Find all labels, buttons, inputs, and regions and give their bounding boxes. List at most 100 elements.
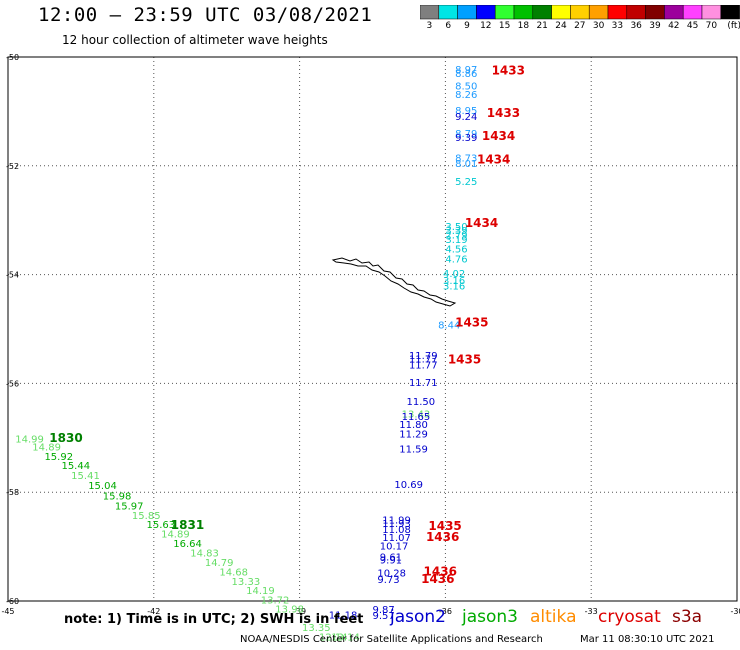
y-tick-label: -50 bbox=[6, 53, 19, 62]
wave-height-point: 3.19 bbox=[445, 235, 467, 246]
south-georgia-coastline bbox=[331, 257, 457, 307]
wave-height-point: 8.50 bbox=[455, 81, 477, 92]
wave-height-point: 11.71 bbox=[409, 378, 438, 389]
x-tick-label: -33 bbox=[585, 607, 598, 616]
wave-height-point: 16.64 bbox=[173, 539, 202, 550]
wave-height-point: 8.26 bbox=[455, 90, 477, 101]
wave-height-point: 8.97 bbox=[455, 65, 477, 76]
scale-label: 27 bbox=[574, 21, 586, 31]
wave-height-point: 3.39 bbox=[445, 226, 467, 237]
coastline-path bbox=[331, 257, 457, 307]
wave-height-point: 10.28 bbox=[377, 569, 406, 580]
wave-height-point: 3.16 bbox=[443, 281, 465, 292]
wave-height-point: 12.14 bbox=[319, 632, 348, 643]
wave-height-point: 15.04 bbox=[88, 481, 117, 492]
wave-height-point: 10.69 bbox=[394, 480, 423, 491]
y-tick-label: -52 bbox=[6, 162, 19, 171]
wave-height-point: 11.18 bbox=[329, 611, 358, 622]
wave-height-point: 13.35 bbox=[302, 623, 331, 634]
scale-label: 36 bbox=[630, 21, 642, 31]
scale-label: 42 bbox=[668, 21, 680, 31]
wave-height-point: 11.59 bbox=[399, 445, 428, 456]
y-tick-label: -56 bbox=[6, 379, 19, 388]
scale-label: 24 bbox=[555, 21, 567, 31]
time-label: 1831 bbox=[171, 518, 204, 532]
x-tick-label: -45 bbox=[1, 607, 14, 616]
wave-height-point: 3.16 bbox=[443, 276, 465, 287]
wave-height-point: 11.77 bbox=[409, 354, 438, 365]
scale-label: 39 bbox=[649, 21, 661, 31]
wave-height-point: 9.39 bbox=[455, 133, 477, 144]
wave-height-point: 15.85 bbox=[132, 511, 161, 522]
time-label: 1435 bbox=[455, 315, 488, 329]
credit-text: NOAA/NESDIS Center for Satellite Applica… bbox=[240, 634, 543, 645]
color-scale bbox=[420, 5, 740, 20]
wave-height-point: 11.93 bbox=[382, 519, 411, 530]
wave-height-point: 13.14 bbox=[331, 632, 360, 643]
wave-height-point: 11.65 bbox=[402, 412, 431, 423]
wave-height-point: 15.97 bbox=[115, 501, 144, 512]
wave-height-point: 8.79 bbox=[455, 129, 477, 140]
wave-height-point: 11.50 bbox=[407, 397, 436, 408]
y-tick-label: -54 bbox=[6, 271, 19, 280]
time-label: 1434 bbox=[477, 152, 510, 166]
credit-timestamp: Mar 11 08:30:10 UTC 2021 bbox=[580, 634, 715, 645]
wave-height-point: 14.83 bbox=[190, 549, 219, 560]
wave-height-point: 8.73 bbox=[455, 154, 477, 165]
scale-label: 9 bbox=[464, 21, 470, 31]
scale-label: 30 bbox=[592, 21, 605, 31]
wave-height-point: 9.91 bbox=[380, 556, 402, 567]
scale-label: 3 bbox=[426, 21, 433, 31]
wave-height-point: 14.79 bbox=[205, 558, 234, 569]
legend-item-jason3: jason3 bbox=[462, 607, 518, 627]
wave-height-point: 9.57 bbox=[373, 611, 395, 622]
wave-height-point: 15.92 bbox=[44, 452, 73, 463]
wave-height-point: 15.63 bbox=[147, 520, 176, 531]
scale-label: 15 bbox=[498, 21, 511, 31]
wave-height-point: 13.72 bbox=[261, 595, 290, 606]
wave-height-point: 14.89 bbox=[32, 443, 61, 454]
legend-item-cryosat: cryosat bbox=[598, 607, 661, 627]
data-labels: 8.978.868.508.26 8.959.24 8.799.39 8.738.01… bbox=[15, 64, 525, 644]
wave-height-point: 14.89 bbox=[161, 530, 190, 541]
time-label: 1433 bbox=[487, 106, 520, 120]
wave-height-point: 13.43 bbox=[402, 409, 431, 420]
wave-height-point: 11.08 bbox=[382, 525, 411, 536]
legend-item-s3a: s3a bbox=[672, 607, 703, 627]
wave-height-point: 15.44 bbox=[61, 461, 90, 472]
wave-height-point: 4.56 bbox=[445, 244, 467, 255]
wave-height-point: 4.76 bbox=[445, 254, 467, 265]
scale-label: (ft) bbox=[727, 21, 740, 31]
wave-height-point: 8.95 bbox=[455, 106, 477, 117]
time-label: 1435 bbox=[428, 519, 461, 533]
time-label: 1436 bbox=[426, 530, 459, 544]
wave-height-point: 8.44 bbox=[438, 321, 460, 332]
legend-item-jason2: jason2 bbox=[390, 607, 446, 627]
time-label: 1436 bbox=[421, 572, 454, 586]
page-subtitle: 12 hour collection of altimeter wave hei… bbox=[62, 33, 328, 47]
axes: -45 -42 -39 -36 -33 -30 -50 -52 -54 -56 -58 -60 bbox=[1, 53, 740, 616]
scale-label: 6 bbox=[445, 21, 452, 31]
wave-height-point: 14.99 bbox=[15, 434, 44, 445]
scale-label: 70 bbox=[705, 21, 718, 31]
wave-height-point: 11.80 bbox=[399, 420, 428, 431]
scale-label: 45 bbox=[686, 21, 699, 31]
scale-label: 12 bbox=[480, 21, 492, 31]
wave-height-point: 15.41 bbox=[71, 471, 100, 482]
note-text: note: 1) Time is in UTC; 2) SWH is in fe… bbox=[64, 612, 364, 627]
grid-lines bbox=[8, 57, 737, 601]
scale-label: 18 bbox=[517, 21, 530, 31]
time-label: 1436 bbox=[424, 565, 457, 579]
wave-height-point: 11.77 bbox=[409, 360, 438, 371]
wave-height-point: 15.98 bbox=[103, 491, 132, 502]
wave-height-point: 4.02 bbox=[443, 269, 465, 280]
scale-label: 33 bbox=[611, 21, 624, 31]
y-tick-label: -58 bbox=[6, 488, 19, 497]
wave-height-point: 11.07 bbox=[382, 533, 411, 544]
time-label: 1434 bbox=[465, 216, 498, 230]
wave-height-point: 9.73 bbox=[377, 575, 399, 586]
time-label: 1830 bbox=[49, 431, 82, 445]
wave-height-point: 8.86 bbox=[455, 69, 477, 80]
legend-item-altika: altika bbox=[530, 607, 577, 627]
